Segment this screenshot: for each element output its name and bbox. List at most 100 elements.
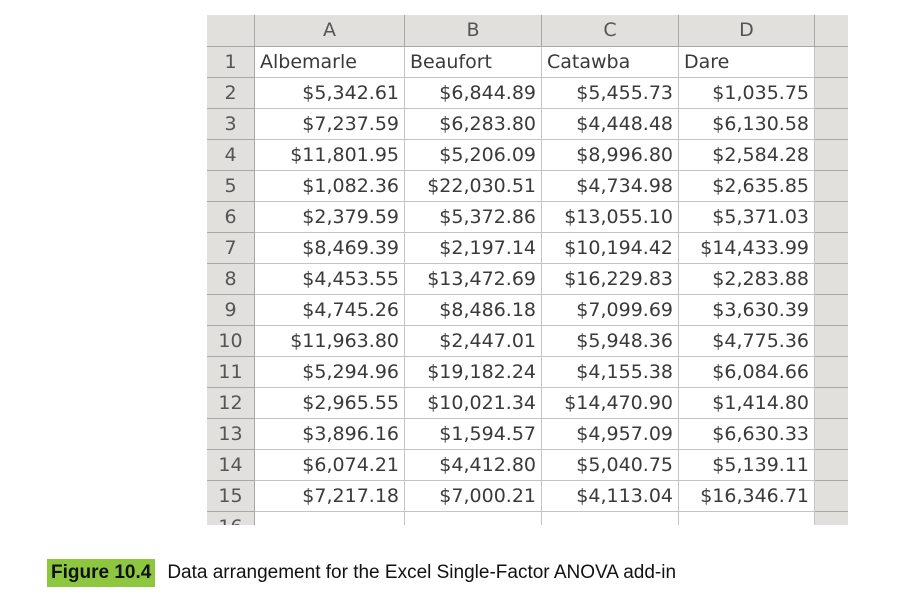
column-header: D — [679, 15, 815, 47]
cell: $5,342.61 — [255, 78, 405, 109]
cell: $1,414.80 — [679, 388, 815, 419]
cell: $4,745.26 — [255, 295, 405, 326]
cell: $14,470.90 — [542, 388, 679, 419]
row-header: 7 — [207, 233, 255, 264]
cell: $4,734.98 — [542, 171, 679, 202]
cell — [815, 109, 848, 140]
cell — [815, 419, 848, 450]
cell: $2,379.59 — [255, 202, 405, 233]
cell: $4,155.38 — [542, 357, 679, 388]
cell: $13,055.10 — [542, 202, 679, 233]
cell: $7,099.69 — [542, 295, 679, 326]
cell: $1,594.57 — [405, 419, 542, 450]
cell: $4,453.55 — [255, 264, 405, 295]
cell: $11,801.95 — [255, 140, 405, 171]
cell: Dare — [679, 47, 815, 78]
row-header: 12 — [207, 388, 255, 419]
cell: $5,206.09 — [405, 140, 542, 171]
row-header: 8 — [207, 264, 255, 295]
cell: $6,844.89 — [405, 78, 542, 109]
caption-text: Data arrangement for the Excel Single-Fa… — [167, 562, 677, 583]
cell: $14,433.99 — [679, 233, 815, 264]
cell: $2,965.55 — [255, 388, 405, 419]
column-header: C — [542, 15, 679, 47]
cell: $4,412.80 — [405, 450, 542, 481]
cell: $2,584.28 — [679, 140, 815, 171]
row-header: 2 — [207, 78, 255, 109]
cell: $5,372.86 — [405, 202, 542, 233]
cell — [815, 171, 848, 202]
row-header: 10 — [207, 326, 255, 357]
corner-cell — [207, 15, 255, 47]
cell: $6,130.58 — [679, 109, 815, 140]
row-header: 6 — [207, 202, 255, 233]
column-header: B — [405, 15, 542, 47]
cell — [815, 47, 848, 78]
cell: $8,469.39 — [255, 233, 405, 264]
cell — [815, 264, 848, 295]
row-header: 5 — [207, 171, 255, 202]
cell: $7,217.18 — [255, 481, 405, 512]
figure-caption: Figure 10.4 Data arrangement for the Exce… — [47, 559, 676, 587]
row-header: 4 — [207, 140, 255, 171]
cell: $7,237.59 — [255, 109, 405, 140]
column-header: A — [255, 15, 405, 47]
cell — [815, 388, 848, 419]
cell — [815, 78, 848, 109]
cell: $16,346.71 — [679, 481, 815, 512]
cell: $5,139.11 — [679, 450, 815, 481]
cell: $10,194.42 — [542, 233, 679, 264]
row-header: 16 — [207, 512, 255, 525]
cell — [815, 295, 848, 326]
cell: $5,040.75 — [542, 450, 679, 481]
row-header: 14 — [207, 450, 255, 481]
cell: $2,283.88 — [679, 264, 815, 295]
row-header: 13 — [207, 419, 255, 450]
cell — [255, 512, 405, 525]
cell: $5,294.96 — [255, 357, 405, 388]
row-header: 1 — [207, 47, 255, 78]
cell: $11,963.80 — [255, 326, 405, 357]
cell: $4,957.09 — [542, 419, 679, 450]
cell — [815, 202, 848, 233]
row-header: 9 — [207, 295, 255, 326]
cell: $16,229.83 — [542, 264, 679, 295]
cell: $19,182.24 — [405, 357, 542, 388]
cell — [815, 140, 848, 171]
row-header: 15 — [207, 481, 255, 512]
cell: $8,486.18 — [405, 295, 542, 326]
cell — [679, 512, 815, 525]
cell: $6,283.80 — [405, 109, 542, 140]
caption-label: Figure 10.4 — [47, 559, 156, 587]
cell: $6,630.33 — [679, 419, 815, 450]
cell — [815, 512, 848, 525]
cell: $1,035.75 — [679, 78, 815, 109]
cell: $5,948.36 — [542, 326, 679, 357]
cell: $1,082.36 — [255, 171, 405, 202]
cell: $7,000.21 — [405, 481, 542, 512]
cell: $2,197.14 — [405, 233, 542, 264]
cell — [815, 326, 848, 357]
cell: $8,996.80 — [542, 140, 679, 171]
spreadsheet: A B C D 1 Albemarle Beaufort Catawba Dare 2 $5,342… — [207, 15, 848, 525]
cell: $5,455.73 — [542, 78, 679, 109]
cell — [815, 481, 848, 512]
column-header — [815, 15, 848, 47]
cell: $4,775.36 — [679, 326, 815, 357]
cell: Albemarle — [255, 47, 405, 78]
cell: $6,074.21 — [255, 450, 405, 481]
cell: $13,472.69 — [405, 264, 542, 295]
cell: $5,371.03 — [679, 202, 815, 233]
cell: $2,447.01 — [405, 326, 542, 357]
cell: $4,113.04 — [542, 481, 679, 512]
cell: $10,021.34 — [405, 388, 542, 419]
row-header: 3 — [207, 109, 255, 140]
cell — [405, 512, 542, 525]
cell — [815, 233, 848, 264]
cell: $2,635.85 — [679, 171, 815, 202]
cell — [815, 357, 848, 388]
cell: $3,896.16 — [255, 419, 405, 450]
cell: $6,084.66 — [679, 357, 815, 388]
cell: $4,448.48 — [542, 109, 679, 140]
